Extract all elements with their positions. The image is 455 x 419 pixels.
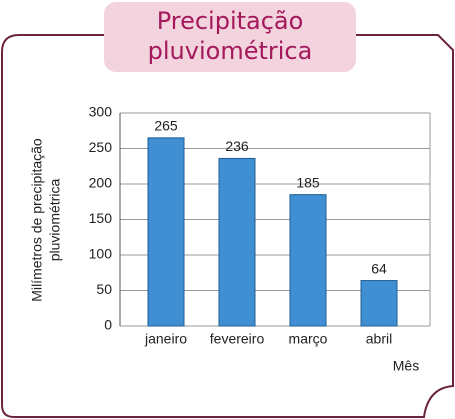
x-tick-label: fevereiro [210,331,265,347]
x-tick-label: março [289,331,328,347]
x-tick-label: abril [366,331,392,347]
y-tick-label: 200 [89,175,113,191]
value-label: 185 [296,174,320,190]
y-tick-label: 150 [89,210,113,226]
chart-title: Precipitação [157,7,304,35]
y-tick-label: 50 [96,281,112,297]
bar [218,157,256,327]
x-axis-label: Mês [393,358,419,374]
y-tick-label: 100 [89,246,113,262]
value-label: 64 [371,260,387,276]
bar [360,280,398,327]
value-label: 236 [225,138,249,154]
value-label: 265 [154,118,178,134]
y-tick-label: 250 [89,139,113,155]
y-axis-label: Milímetros de precipitação [29,138,45,302]
bar [289,194,327,327]
bar [147,137,185,327]
y-tick-label: 300 [89,104,113,120]
chart-title: pluviométrica [148,37,313,65]
y-tick-label: 0 [104,317,112,333]
title-box [104,2,356,72]
x-tick-label: janeiro [144,331,187,347]
y-axis-label: pluviométrica [47,179,63,262]
